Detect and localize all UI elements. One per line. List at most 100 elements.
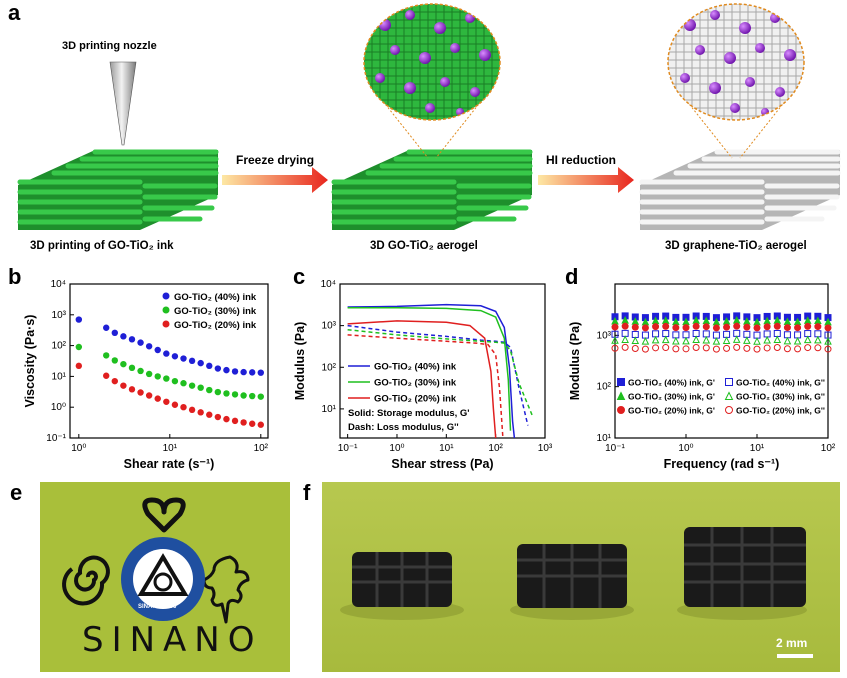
y-tick-label: 10¹ (322, 404, 337, 415)
data-point (631, 323, 639, 331)
data-point (616, 391, 626, 400)
data-point (652, 344, 660, 352)
data-point (249, 392, 256, 400)
data-point (631, 336, 640, 345)
data-point (214, 365, 222, 372)
data-point (725, 406, 733, 414)
legend-label: GO-TiO₂ (40%) ink (374, 362, 457, 373)
x-tick-label: 10⁰ (678, 443, 693, 454)
leaf-shape (202, 555, 250, 624)
printing-nozzle (109, 61, 137, 146)
data-point (163, 350, 170, 357)
data-point (611, 323, 619, 331)
y-tick-label: 10² (52, 341, 67, 352)
data-point (824, 324, 832, 332)
scale-bar-label: 2 mm (776, 636, 808, 650)
freeze-drying-label: Freeze drying (236, 153, 315, 167)
data-point (682, 324, 690, 332)
spiral-shape (62, 555, 110, 606)
plot-frame (614, 283, 829, 439)
data-point (692, 344, 700, 352)
data-point (814, 335, 822, 344)
data-point (154, 346, 161, 354)
data-point (240, 368, 247, 376)
aerogel-sample-3 (677, 527, 807, 620)
data-point (621, 335, 629, 343)
data-point (672, 324, 680, 332)
data-point (804, 344, 812, 352)
legend-marker (162, 306, 170, 314)
data-point (783, 336, 792, 345)
data-point (214, 413, 222, 421)
data-point (240, 419, 247, 426)
data-point (111, 329, 118, 337)
data-point (672, 345, 680, 353)
data-point (712, 345, 720, 353)
legend-label: GO-TiO₂ (40%) ink, G' (628, 378, 715, 388)
data-point (824, 345, 832, 353)
data-point (763, 344, 771, 352)
caption-right: 3D graphene-TiO₂ aerogel (665, 240, 807, 252)
panel-c-label: c (293, 264, 305, 289)
data-point (723, 323, 731, 331)
y-tick-label: 10⁴ (321, 279, 336, 290)
data-point (231, 417, 239, 425)
data-point (725, 378, 733, 386)
caption-left: 3D printing of GO-TiO₂ ink (30, 240, 174, 252)
data-point (743, 323, 751, 331)
plot-frame (69, 283, 269, 439)
data-point (128, 386, 136, 393)
data-point (171, 401, 179, 408)
data-point (145, 343, 153, 350)
data-point (804, 322, 812, 330)
data-point (641, 345, 649, 353)
zoom-circle-graphene-tio2 (667, 3, 805, 159)
data-point (783, 324, 791, 332)
data-point (702, 344, 710, 352)
data-point (154, 373, 161, 380)
series-line-dashed (347, 334, 504, 438)
data-point (783, 345, 791, 353)
data-point (773, 322, 781, 330)
data-point (723, 344, 731, 352)
data-point (753, 345, 761, 353)
data-point (180, 355, 187, 362)
data-point (223, 415, 230, 423)
data-point (128, 364, 136, 372)
x-axis-title: Shear rate (s⁻¹) (124, 457, 215, 471)
chart-c: c 10⁻¹ 10⁰ 10¹ 10² 10³ 10¹ 10² 10³ 10⁴ Shear stres… (293, 264, 553, 471)
data-point (617, 406, 625, 414)
green-lattice-middle (331, 149, 533, 230)
data-point (662, 344, 670, 352)
legend-label: GO-TiO₂ (20%) ink, G' (628, 406, 715, 416)
data-point (621, 322, 629, 330)
data-point (702, 335, 711, 344)
data-point (824, 337, 832, 345)
data-point (651, 335, 660, 344)
chart-b: b 10⁰ 10¹ 10² 10⁻¹ 10⁰ 10¹ 10² 10³ 10⁴ Shear rate … (8, 264, 269, 471)
data-point (206, 411, 213, 418)
gray-lattice-right (639, 149, 841, 230)
legend-label: GO-TiO₂ (30%) ink, G'' (736, 392, 825, 402)
y-tick-label: 10³ (52, 310, 67, 321)
data-point (257, 393, 264, 400)
data-point (120, 333, 127, 340)
data-point (137, 339, 144, 346)
data-point (641, 324, 649, 332)
data-point (652, 323, 660, 331)
data-point (743, 336, 751, 344)
annotation: Solid: Storage modulus, G' (348, 408, 470, 419)
legend-label: GO-TiO₂ (20%) ink (374, 394, 457, 405)
data-point (682, 345, 690, 353)
data-point (672, 336, 680, 345)
data-point (794, 345, 802, 353)
data-point (682, 336, 690, 345)
nozzle-label: 3D printing nozzle (62, 40, 157, 52)
arrow-freeze-drying (222, 167, 328, 193)
data-point (163, 398, 170, 405)
data-point (257, 421, 264, 428)
x-tick-label: 10¹ (163, 443, 178, 454)
data-point (223, 390, 230, 397)
charts-bcd: b 10⁰ 10¹ 10² 10⁻¹ 10⁰ 10¹ 10² 10³ 10⁴ Shear rate … (8, 264, 836, 471)
hi-reduction-label: HI reduction (546, 153, 617, 167)
